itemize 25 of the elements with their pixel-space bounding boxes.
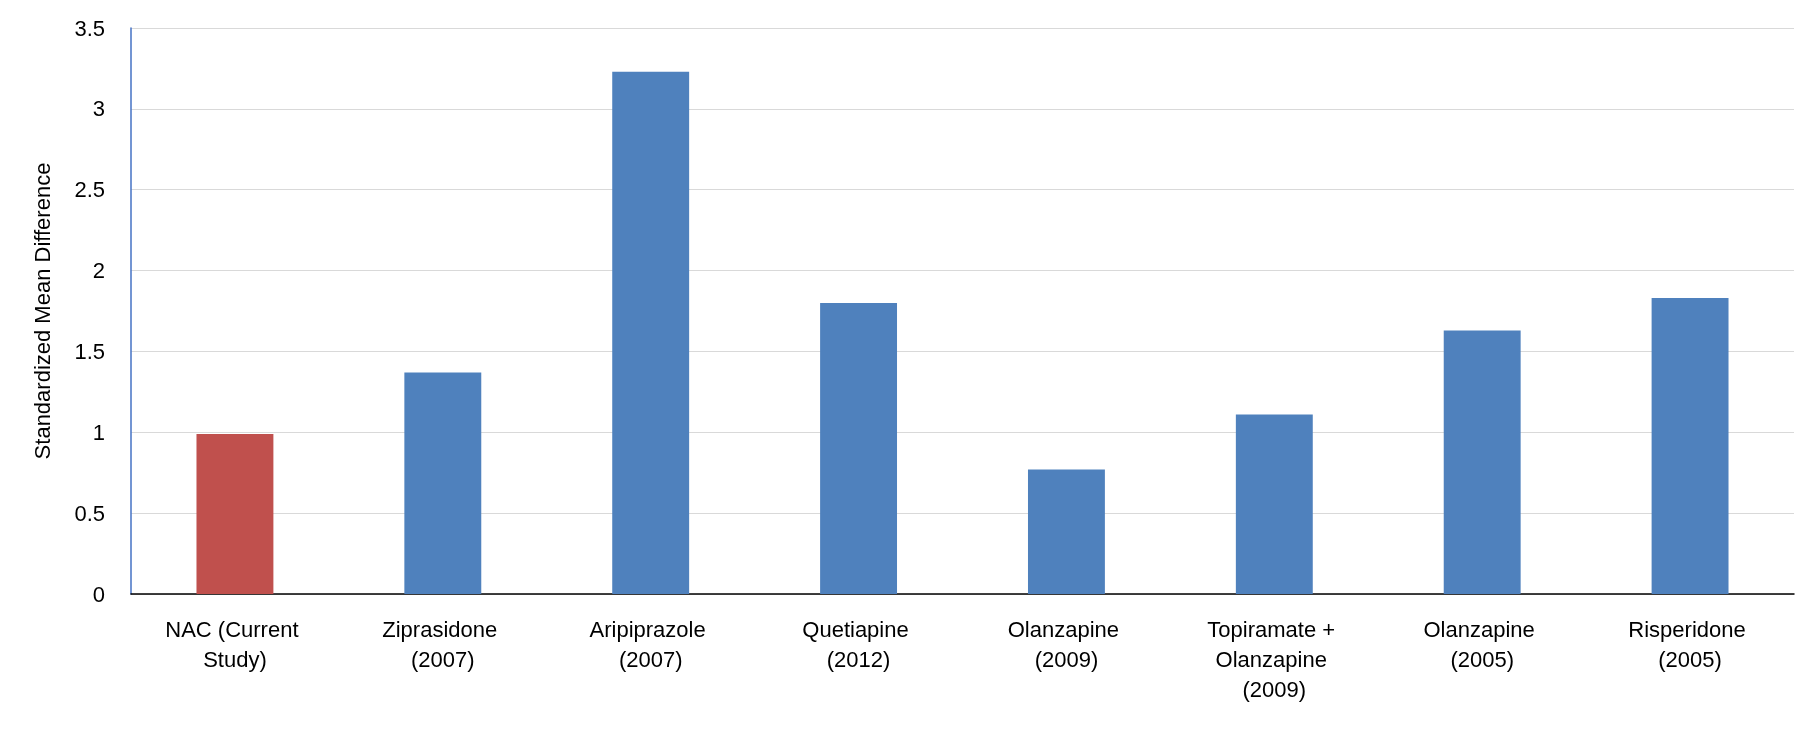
x-tick-label: Quetiapine (2012) [802,616,915,672]
bar [404,372,482,594]
x-tick-label: Olanzapine (2005) [1423,616,1541,672]
x-tick-label: NAC (Current Study) [165,616,305,672]
y-tick-label: 1.5 [74,338,105,364]
y-tick-label: 2.5 [74,177,105,203]
x-tick-label: Aripiprazole (2007) [589,616,712,672]
y-tick-label: 0 [92,581,105,607]
bar [196,433,274,594]
x-tick-label: Risperidone (2005) [1628,616,1752,672]
y-tick-label: 0.5 [74,500,105,526]
x-tick-label: Topiramate + Olanzapine (2009) [1207,616,1342,702]
y-axis-title: Standardized Mean Difference [29,162,55,460]
y-tick-label: 3 [92,96,105,122]
y-tick-label: 3.5 [74,15,105,41]
y-tick-label: 2 [92,258,105,284]
bar [1027,469,1105,594]
x-tick-label: Ziprasidone (2007) [382,616,504,672]
bar [820,302,898,594]
bar [1651,298,1729,594]
x-tick-label: Olanzapine (2009) [1007,616,1126,672]
bar [1443,330,1521,594]
bar [612,71,690,594]
y-tick-label: 1 [92,419,105,445]
bar [1235,414,1313,594]
